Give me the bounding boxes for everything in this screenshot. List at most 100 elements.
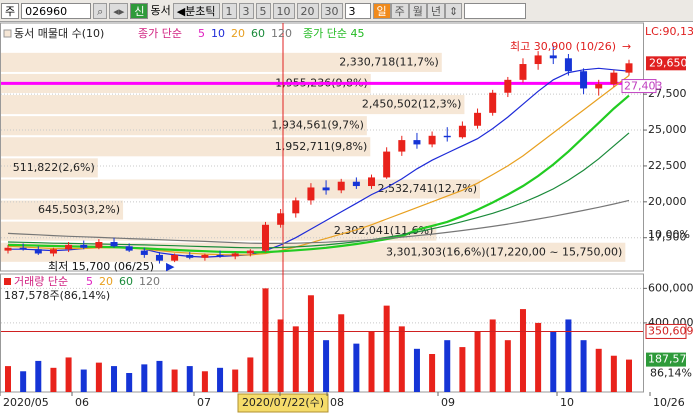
period-button[interactable]: 20	[296, 2, 319, 19]
period-button[interactable]: 30	[320, 2, 343, 19]
x-tick-label: 10/26	[653, 396, 685, 409]
y-tick-label: 22,500	[648, 159, 687, 172]
legend-title: 동서 매물대 수(10)	[14, 27, 104, 40]
legend-item: 5	[198, 27, 205, 40]
volume-bar	[338, 314, 345, 392]
volume-bar	[444, 340, 451, 392]
legend-ma-label: 종가 단순	[138, 27, 182, 40]
last-volume-box	[646, 352, 686, 367]
candle-body	[352, 181, 360, 187]
period-button[interactable]: 5	[255, 2, 271, 19]
volume-bar	[156, 360, 163, 392]
profile-label: 1,952,711(9,8%)	[275, 140, 368, 153]
volume-bar	[292, 326, 299, 392]
volume-bar	[550, 331, 557, 392]
unit-button[interactable]: 주	[390, 2, 409, 19]
candle-body	[216, 254, 224, 257]
badge: 신	[130, 2, 149, 19]
volume-bar	[95, 362, 102, 392]
stock-name: 동서	[150, 3, 171, 17]
volume-bar	[504, 340, 511, 392]
sound-button[interactable]: ◂▸	[109, 2, 129, 19]
candle-body	[155, 254, 163, 261]
period-button[interactable]: 10	[272, 2, 295, 19]
profile-label: 645,503(3,2%)	[38, 203, 120, 216]
volume-bar	[519, 309, 526, 392]
volume-info: 187,578주(86,14%)	[4, 289, 110, 302]
swap-button[interactable]: ⇕	[445, 2, 463, 19]
market-select[interactable]: 주	[1, 2, 20, 19]
profile-bar	[1, 116, 367, 136]
volume-bar	[5, 366, 11, 392]
volume-bar	[398, 326, 405, 392]
candle-body	[125, 246, 133, 251]
profile-label: 1,934,561(9,7%)	[271, 119, 364, 132]
price-panel	[0, 22, 644, 272]
candle-body	[80, 244, 88, 248]
profile-bar	[1, 95, 465, 115]
candle-body	[201, 254, 209, 258]
x-tick-label: 2020/05	[3, 396, 49, 409]
x-tick-label: 06	[75, 396, 89, 409]
volume-bar	[383, 305, 390, 392]
candle-body	[65, 244, 73, 250]
volume-bar	[126, 373, 133, 392]
volume-bar	[201, 371, 208, 392]
volume-bar	[565, 319, 572, 392]
volume-bar	[50, 367, 57, 392]
candle-body	[504, 79, 512, 93]
volume-panel	[0, 273, 644, 393]
unit-button[interactable]: 년	[426, 2, 446, 19]
candle-body	[337, 181, 345, 191]
volume-bar	[580, 340, 587, 392]
period-button[interactable]: 3	[238, 2, 254, 19]
search-button[interactable]: ⌕	[93, 2, 108, 19]
profile-bar	[1, 179, 480, 199]
legend-item: 120	[139, 275, 160, 288]
legend-item: 60	[251, 27, 265, 40]
volume-bar	[535, 322, 542, 392]
blank-input[interactable]	[464, 2, 527, 19]
profile-label: 511,822(2,6%)	[13, 161, 95, 174]
unit-button[interactable]: 월	[408, 2, 427, 19]
candle-body	[140, 250, 148, 255]
x-tick-label: 07	[197, 396, 211, 409]
volume-bar	[262, 288, 269, 392]
y-tick-label: 20,000	[648, 195, 687, 208]
volume-bar	[65, 357, 72, 392]
y-tick-label: 17,500	[648, 231, 687, 244]
candle-body	[307, 187, 315, 201]
last-price-label: 29,650	[649, 56, 688, 69]
profile-label: 2,450,502(12,3%)	[362, 98, 462, 111]
candle-body	[110, 242, 118, 247]
legend-item: 120	[271, 27, 292, 40]
x-tick-label: 09	[441, 396, 455, 409]
ma-line	[7, 94, 630, 254]
candle-body	[534, 55, 542, 65]
profile-label: 2,330,718(11,7%)	[339, 55, 439, 68]
candle-body	[246, 250, 254, 254]
pct-label: 10,00%	[648, 228, 690, 241]
volume-bar	[610, 355, 617, 392]
x-tick-label: 10	[560, 396, 574, 409]
unit-button[interactable]: 일	[372, 2, 391, 19]
candle-body	[610, 72, 618, 85]
volume-bar	[353, 343, 360, 392]
y-tick-label: 27,500	[648, 87, 687, 100]
legend-item: 20	[99, 275, 113, 288]
candle-body	[322, 187, 330, 191]
profile-bar	[1, 221, 437, 241]
period-button[interactable]: 1	[221, 2, 237, 19]
low-note: 최저 15,700 (06/25)	[48, 260, 154, 273]
count-select[interactable]: 3	[344, 2, 371, 19]
candle-body	[413, 140, 421, 145]
legend-item: 20	[231, 27, 245, 40]
candle-body	[171, 254, 179, 261]
volume-bar	[459, 347, 466, 392]
profile-bar	[1, 52, 442, 72]
code-input[interactable]: 026960	[21, 2, 92, 19]
tick-button[interactable]: ◀분초틱	[172, 2, 220, 19]
volume-bar	[307, 295, 314, 392]
